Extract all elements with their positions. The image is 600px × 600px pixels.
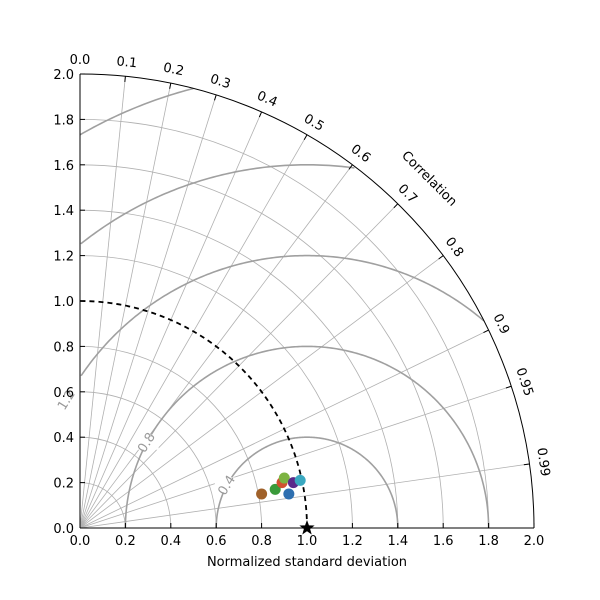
correlation-gridline	[79, 94, 217, 529]
correlation-tick-label: 0.0	[70, 53, 91, 68]
std-gridline-arc	[79, 209, 399, 529]
std-gridline-arc	[79, 255, 353, 529]
y-tick-label: 2.0	[53, 68, 74, 83]
correlation-tick	[169, 83, 172, 89]
correlation-tick	[438, 255, 444, 260]
x-tick-label: 0.2	[115, 534, 136, 549]
rms-label-bg	[54, 392, 79, 408]
x-tick-label: 1.2	[342, 534, 363, 549]
correlation-tick	[505, 385, 512, 389]
correlation-tick-label: 0.5	[301, 111, 326, 134]
correlation-gridline	[79, 463, 530, 529]
axes-layer	[79, 73, 535, 529]
y-tick-label: 0.4	[53, 431, 74, 446]
data-point	[283, 488, 295, 500]
x-tick-label: 1.6	[433, 534, 454, 549]
rms-label-bg	[134, 434, 159, 450]
rms-contour	[79, 87, 194, 136]
x-axis-label: Normalized standard deviation	[207, 555, 407, 570]
rms-contour-layer: 0.40.81.21.62.0	[54, 87, 490, 529]
std-gridline-arc	[79, 482, 126, 529]
points-layer	[256, 472, 315, 535]
std-gridline-arc	[79, 164, 444, 529]
rms-label-bg	[214, 477, 239, 493]
correlation-tick-label: 0.3	[208, 72, 232, 93]
std-gridline-arc	[79, 346, 262, 529]
x-tick-label: 0.6	[206, 534, 227, 549]
x-tick-label: 0.0	[70, 534, 91, 549]
reference-star-icon	[299, 520, 315, 535]
correlation-tick-label: 0.2	[162, 61, 185, 80]
x-tick-label: 2.0	[524, 534, 545, 549]
outer-arc	[79, 73, 535, 529]
x-tick-label: 1.4	[387, 534, 408, 549]
correlation-tick	[124, 76, 126, 82]
std-gridline-arc	[79, 391, 217, 529]
rms-contour-label: 0.8	[135, 430, 159, 455]
correlation-tick	[393, 203, 399, 209]
y-tick-label: 1.4	[53, 204, 74, 219]
data-point	[294, 474, 306, 486]
data-point	[278, 472, 290, 484]
x-tick-label: 0.8	[251, 534, 272, 549]
x-tick-label: 1.8	[478, 534, 499, 549]
correlation-tick-label: 0.8	[442, 235, 466, 261]
y-tick-label: 0.8	[53, 340, 74, 355]
correlation-tick-label: 0.99	[533, 447, 552, 478]
correlation-tick-label: 0.6	[348, 142, 374, 166]
x-tick-label: 0.4	[160, 534, 181, 549]
correlation-tick-label: 0.9	[489, 312, 512, 337]
std-gridline-arc	[79, 119, 489, 529]
rms-contour	[80, 254, 485, 377]
correlation-tick-label: 0.7	[395, 182, 420, 207]
correlation-tick	[303, 134, 308, 140]
correlation-tick	[214, 94, 217, 101]
y-tick-label: 1.0	[53, 295, 74, 310]
correlation-tick	[523, 463, 530, 466]
x-tick-label: 1.0	[297, 534, 318, 549]
correlation-tick	[348, 164, 353, 170]
correlation-tick-label: 0.4	[255, 89, 280, 111]
correlation-tick	[258, 111, 263, 118]
grid-layer	[79, 74, 530, 529]
rms-contour	[80, 163, 355, 245]
data-point	[256, 488, 268, 500]
correlation-tick-label: 0.1	[116, 54, 138, 71]
y-tick-label: 1.8	[53, 113, 74, 128]
y-tick-label: 1.6	[53, 159, 74, 174]
correlation-tick	[483, 329, 489, 334]
correlation-tick-label: 0.95	[512, 366, 535, 398]
y-tick-label: 0.0	[53, 522, 74, 537]
y-tick-label: 1.2	[53, 250, 74, 265]
y-tick-label: 0.6	[53, 386, 74, 401]
y-tick-label: 0.2	[53, 477, 74, 492]
data-point	[269, 483, 281, 495]
